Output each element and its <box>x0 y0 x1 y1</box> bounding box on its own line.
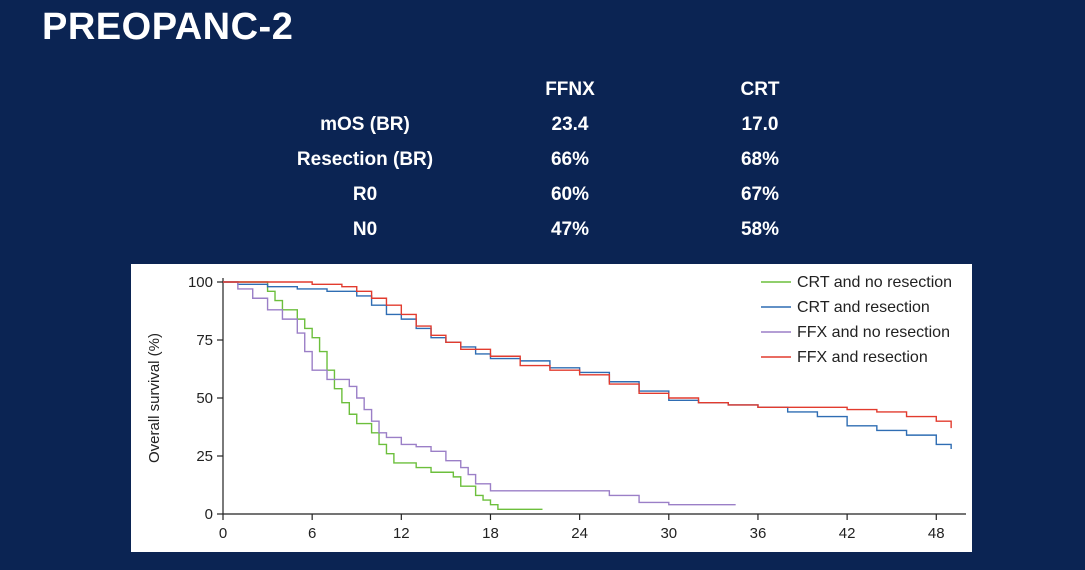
y-tick-label: 50 <box>196 390 213 407</box>
x-tick-label: 48 <box>928 525 945 542</box>
series-line-crt-and-no-resection <box>223 281 543 511</box>
ffnx-value: 66% <box>550 148 590 170</box>
row-label: mOS (BR) <box>320 113 410 135</box>
legend-label: FFX and no resection <box>797 324 950 341</box>
table-row: N0 47% 58% <box>255 212 855 247</box>
header-cell-blank <box>255 72 475 107</box>
ffnx-value: 60% <box>550 183 590 205</box>
series-line-ffx-and-no-resection <box>223 281 736 506</box>
x-tick-label: 30 <box>660 525 677 542</box>
slide-title: PREOPANC-2 <box>42 6 294 48</box>
table-header-row: FFNX CRT <box>255 72 855 107</box>
table-row: mOS (BR) 23.4 17.0 <box>255 107 855 142</box>
crt-value: 67% <box>740 183 780 205</box>
ffnx-value: 47% <box>550 218 590 240</box>
x-tick-label: 36 <box>750 525 767 542</box>
crt-value: 17.0 <box>741 113 779 135</box>
table-row: R0 60% 67% <box>255 177 855 212</box>
header-cell-ffnx: FFNX <box>545 78 595 100</box>
y-tick-label: 75 <box>196 332 213 349</box>
row-label: Resection (BR) <box>296 148 434 170</box>
x-tick-label: 6 <box>308 525 316 542</box>
y-tick-label: 0 <box>205 506 213 523</box>
row-label: R0 <box>352 183 378 205</box>
x-tick-label: 18 <box>482 525 499 542</box>
ffnx-value: 23.4 <box>551 113 589 135</box>
survival-chart-panel: 0 25 50 75 100 0 6 12 18 24 30 36 42 48 Overall surviv… <box>131 264 972 552</box>
legend-label: FFX and resection <box>797 349 928 366</box>
x-tick-label: 24 <box>571 525 588 542</box>
series-line-ffx-and-resection <box>223 281 952 429</box>
y-tick-label: 25 <box>196 448 213 465</box>
table-row: Resection (BR) 66% 68% <box>255 142 855 177</box>
summary-table: FFNX CRT mOS (BR) 23.4 17.0 Resection (B… <box>255 72 855 247</box>
row-label: N0 <box>352 218 378 240</box>
crt-value: 68% <box>740 148 780 170</box>
legend-label: CRT and resection <box>797 299 930 316</box>
header-cell-crt: CRT <box>740 78 780 100</box>
y-axis-label: Overall survival (%) <box>146 333 163 463</box>
x-tick-label: 42 <box>839 525 856 542</box>
y-tick-label: 100 <box>188 274 213 291</box>
x-tick-label: 0 <box>219 525 227 542</box>
crt-value: 58% <box>740 218 780 240</box>
legend-label: CRT and no resection <box>797 274 952 291</box>
x-tick-label: 12 <box>393 525 410 542</box>
survival-chart: 0 25 50 75 100 0 6 12 18 24 30 36 42 48 Overall surviv… <box>146 274 966 542</box>
